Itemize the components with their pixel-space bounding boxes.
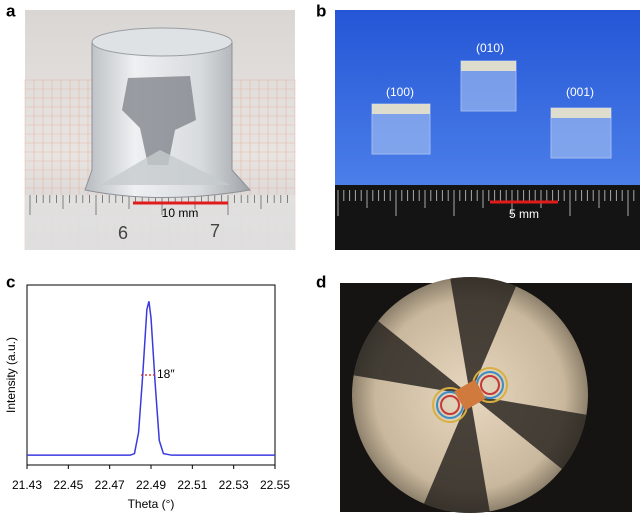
x-tick-label: 22.49 [136,478,166,492]
crystal-label: (010) [476,41,504,55]
panel-label: a [6,1,16,20]
panel-label: b [316,1,326,20]
panel-label: c [6,272,15,291]
data-line [27,301,275,456]
x-tick-label: 22.47 [95,478,125,492]
x-tick-label: 22.51 [177,478,207,492]
x-tick-label: 22.53 [219,478,249,492]
crystal-label: (100) [386,85,414,99]
ruler-number: 7 [210,221,220,241]
crystal-label: (001) [566,85,594,99]
scale-bar-label: 5 mm [509,207,539,221]
x-tick-label: 21.43 [12,478,42,492]
ruler-number: 6 [118,223,128,243]
x-axis-title: Theta (°) [128,497,175,511]
chart: 21.43 22.45 22.47 22.49 22.51 22.53 22.55 Theta… [4,284,290,511]
x-tick-label: 22.55 [260,478,290,492]
scale-bar-label: 10 mm [162,206,199,220]
x-tick-label: 22.45 [53,478,83,492]
y-axis-title: Intensity (a.u.) [4,337,18,413]
annotation: 18″ [157,367,175,381]
panel-label: d [316,272,326,291]
photo-d [340,277,632,513]
photo-b: (100) (010) (001) 5 mm [335,10,640,250]
photo-a: 10 mm 6 7 [24,10,296,250]
